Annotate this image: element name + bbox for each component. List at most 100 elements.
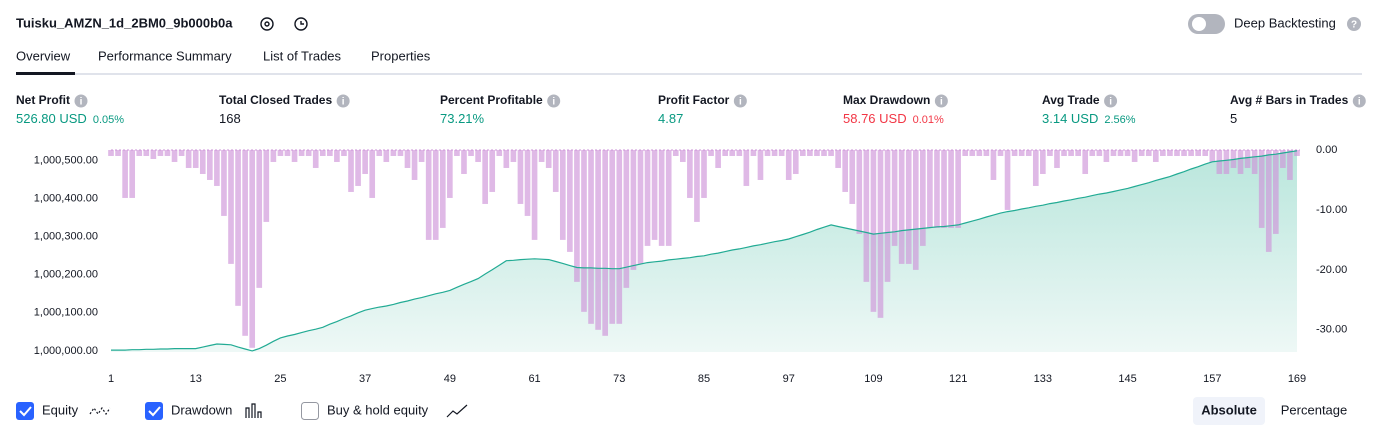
drawdown-bar [687,150,693,198]
drawdown-bar [1117,150,1124,156]
drawdown-bar [439,150,446,228]
info-circle [934,94,948,108]
tab[interactable]: Overview [16,48,71,63]
deep-backtesting-toggle[interactable] [1188,14,1225,34]
tab[interactable]: Performance Summary [98,48,232,63]
drawdown-bar [1040,150,1046,174]
view-button[interactable]: Absolute [1201,402,1257,417]
drawdown-bar [1265,150,1272,252]
drawdown-bar [581,150,587,312]
drawdown-bar [877,150,884,318]
info-glyph: i [940,97,943,108]
drawdown-bar [905,150,912,264]
drawdown-bar [1025,150,1032,156]
drawdown-bar [1047,150,1053,156]
metric-label: Avg Trade [1042,93,1100,107]
view-button[interactable]: Percentage [1281,402,1348,417]
metric-value: 5 [1230,111,1237,126]
drawdown-bar [418,150,425,162]
x-tick-label: 49 [444,373,456,385]
tab[interactable]: Properties [371,48,431,63]
drawdown-bar [454,150,460,156]
metric-number: 4.87 [658,111,683,126]
checkbox[interactable] [301,402,319,420]
drawdown-bar [341,150,347,156]
legend-icon [446,404,468,418]
info-icon[interactable]: i [733,94,747,108]
drawdown-bar [1032,150,1039,186]
drawdown-bar [214,150,220,186]
info-icon[interactable]: i [934,94,948,108]
settings-icon[interactable] [260,17,274,31]
info-circle [74,94,88,108]
checkbox[interactable] [16,402,34,420]
drawdown-bar [743,150,750,186]
drawdown-bar [672,150,679,156]
drawdown-bar [849,150,856,204]
drawdown-bar [1131,150,1138,162]
info-glyph: i [552,97,555,108]
drawdown-bar [319,150,326,156]
snapshot-icon[interactable] [294,17,308,31]
y-tick-label: 1,000,300.00 [34,231,98,243]
info-icon[interactable]: i [336,94,350,108]
drawdown-bar [708,150,714,156]
y-tick-label: 1,000,500.00 [34,155,98,167]
metric-value: 3.14 USD 2.56% [1042,111,1136,126]
drawdown-bar [1237,150,1244,174]
drawdown-bar [411,150,418,180]
tab[interactable]: List of Trades [263,48,342,63]
drawdown-bar [390,150,397,156]
drawdown-bar [348,150,354,192]
metric-number: 168 [219,111,241,126]
drawdown-bar [588,150,594,324]
strategy-title: Tuisku_AMZN_1d_2BM0_9b000b0a [16,15,233,30]
drawdown-bar [129,150,136,198]
drawdown-bar [750,150,757,156]
info-circle [336,94,350,108]
drawdown-bar [948,150,954,228]
checkbox-check [148,406,161,417]
help-icon[interactable]: ? [1347,17,1361,31]
info-icon[interactable]: i [74,94,88,108]
toggle-label: Deep Backtesting [1234,15,1336,30]
drawdown-bar [228,150,234,264]
equity-area [111,150,1297,352]
drawdown-bar [736,150,743,156]
drawdown-bar [503,150,510,168]
metric-number: 3.14 USD [1042,111,1098,126]
x-tick-label: 157 [1203,373,1221,385]
metric-label: Total Closed Trades [219,93,332,107]
drawdown-bar [856,150,863,234]
drawdown-bar [1280,150,1286,168]
drawdown-bar [778,150,785,156]
drawdown-bar [969,150,976,156]
drawdown-bar [962,150,969,156]
metric-percent: 0.05% [93,114,124,126]
info-icon[interactable]: i [547,94,561,108]
drawdown-bar [602,150,608,336]
info-icon[interactable]: i [1352,94,1366,108]
info-glyph: i [80,97,83,108]
info-icon[interactable]: i [1104,94,1118,108]
drawdown-bar [1096,150,1103,156]
drawdown-bar [1011,150,1018,156]
drawdown-bar [1287,150,1293,180]
drawdown-bar [771,150,778,156]
drawdown-bar [1294,150,1300,156]
drawdown-bar [1160,150,1166,156]
drawdown-bar [567,150,573,252]
x-tick-label: 109 [864,373,882,385]
drawdown-bar [1202,150,1209,156]
equity-line [111,150,1298,352]
drawdown-bar [1272,150,1279,234]
drawdown-bar [475,150,481,162]
drawdown-bar [1181,150,1187,156]
checkbox[interactable] [145,402,163,420]
drawdown-bar [757,150,764,180]
drawdown-bar [1223,150,1230,174]
drawdown-bar [616,150,623,324]
drawdown-bar [609,150,616,324]
active-tab-indicator [16,72,75,75]
